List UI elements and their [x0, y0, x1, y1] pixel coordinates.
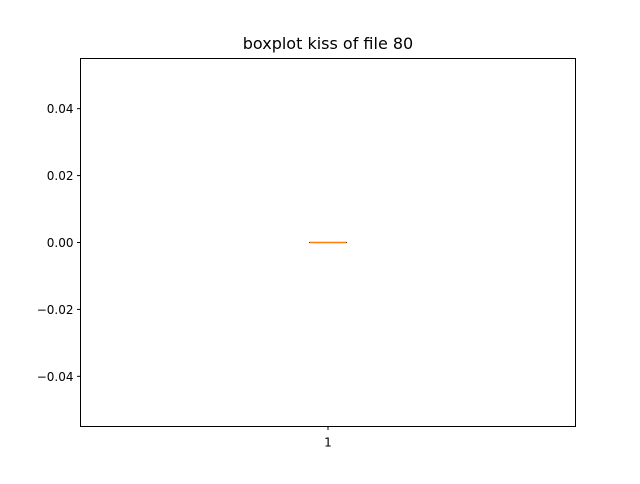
chart-title: boxplot kiss of file 80 — [243, 34, 413, 53]
y-tick-label: 0.02 — [47, 169, 74, 183]
y-tick-label: 0.00 — [47, 236, 74, 250]
y-tick-label: −0.04 — [37, 370, 74, 384]
y-tick-label: −0.02 — [37, 303, 74, 317]
y-tick-label: 0.04 — [47, 102, 74, 116]
x-tick-label: 1 — [324, 436, 332, 450]
